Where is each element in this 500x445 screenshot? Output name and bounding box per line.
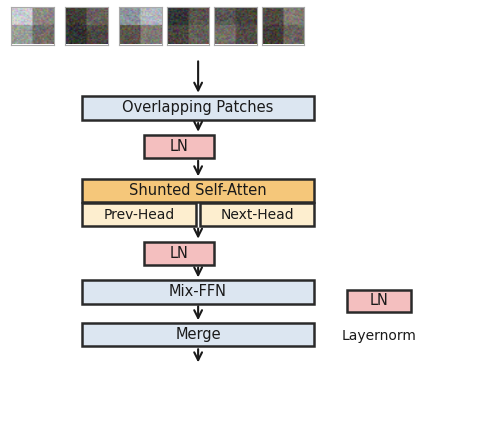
FancyBboxPatch shape xyxy=(82,280,314,303)
FancyBboxPatch shape xyxy=(144,134,214,158)
Text: LN: LN xyxy=(170,246,188,261)
Text: Overlapping Patches: Overlapping Patches xyxy=(122,101,274,115)
FancyBboxPatch shape xyxy=(144,242,214,265)
Text: Prev-Head: Prev-Head xyxy=(104,208,174,222)
FancyBboxPatch shape xyxy=(82,203,196,226)
Text: Next-Head: Next-Head xyxy=(220,208,294,222)
Text: LN: LN xyxy=(370,293,388,308)
FancyBboxPatch shape xyxy=(348,290,411,312)
Text: LN: LN xyxy=(170,139,188,154)
FancyBboxPatch shape xyxy=(82,323,314,346)
FancyBboxPatch shape xyxy=(82,96,314,120)
FancyBboxPatch shape xyxy=(200,203,314,226)
Text: Mix-FFN: Mix-FFN xyxy=(169,284,227,299)
FancyBboxPatch shape xyxy=(82,179,314,202)
Text: Layernorm: Layernorm xyxy=(342,329,417,343)
Text: Shunted Self-Atten: Shunted Self-Atten xyxy=(130,183,267,198)
Text: Merge: Merge xyxy=(176,327,221,342)
